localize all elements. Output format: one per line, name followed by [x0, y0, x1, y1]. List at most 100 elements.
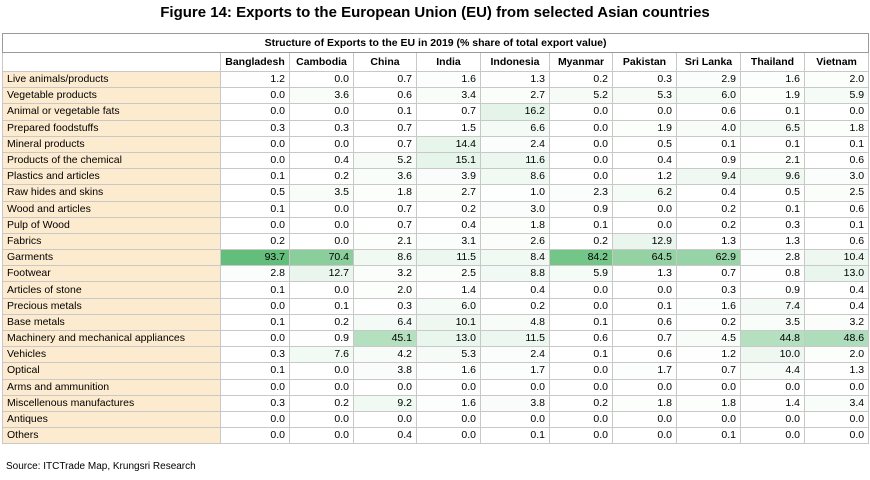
value-cell: 0.3	[612, 70, 677, 89]
value-cell: 0.9	[676, 151, 741, 170]
value-cell: 6.0	[416, 297, 481, 315]
table-row: Articles of stone 0.1 0.0 2.0 1.4 0.4 0.0 0.0 0.…	[2, 281, 870, 299]
value-cell: 0.1	[676, 135, 741, 153]
value-cell: 0.0	[549, 168, 613, 186]
value-cell: 5.3	[416, 346, 481, 364]
value-cell: 0.0	[549, 135, 613, 153]
value-cell: 1.9	[740, 87, 805, 105]
value-cell: 2.7	[480, 87, 550, 105]
exports-table: Structure of Exports to the EU in 2019 (…	[1, 33, 870, 445]
value-cell: 0.9	[289, 329, 354, 348]
value-cell: 0.0	[353, 378, 417, 396]
row-label: Pulp of Wood	[2, 216, 221, 234]
value-cell: 6.6	[480, 119, 550, 137]
value-cell: 0.3	[220, 119, 290, 137]
value-cell: 0.0	[740, 378, 805, 396]
value-cell: 1.8	[676, 394, 741, 412]
value-cell: 44.8	[740, 329, 805, 348]
table-row: Others 0.0 0.0 0.4 0.0 0.1 0.0 0.0 0.1 0.0 0.0	[2, 427, 870, 445]
value-cell: 0.1	[480, 427, 550, 445]
value-cell: 0.5	[220, 184, 290, 202]
table-row: Fabrics 0.2 0.0 2.1 3.1 2.6 0.2 12.9 1.3 1.3 0.6	[2, 232, 870, 251]
table-row: Mineral products 0.0 0.0 0.7 14.4 2.4 0.0 0.5 0.…	[2, 135, 870, 153]
value-cell: 0.0	[220, 329, 290, 348]
row-label: Raw hides and skins	[2, 184, 221, 202]
value-cell: 0.5	[740, 184, 805, 202]
value-cell: 1.4	[416, 281, 481, 299]
value-cell: 0.0	[220, 135, 290, 153]
value-cell: 0.6	[803, 200, 870, 218]
row-label: Fabrics	[2, 232, 221, 251]
value-cell: 1.3	[676, 232, 741, 251]
value-cell: 0.0	[220, 216, 290, 234]
value-cell: 0.0	[289, 70, 354, 89]
value-cell: 0.7	[676, 362, 741, 380]
value-cell: 8.6	[480, 168, 550, 186]
row-label: Articles of stone	[2, 281, 221, 299]
source-note: Source: ITCTrade Map, Krungsri Research	[6, 461, 196, 472]
value-cell: 2.9	[676, 70, 741, 89]
value-cell: 11.5	[416, 249, 481, 267]
row-label: Plastics and articles	[2, 168, 221, 186]
value-cell: 1.6	[416, 394, 481, 412]
value-cell: 0.0	[612, 281, 677, 299]
value-cell: 7.4	[740, 297, 805, 315]
value-cell: 0.4	[480, 281, 550, 299]
value-cell: 0.0	[353, 410, 417, 429]
value-cell: 0.2	[289, 168, 354, 186]
value-cell: 2.4	[480, 346, 550, 364]
value-cell: 4.8	[480, 313, 550, 332]
value-cell: 0.6	[803, 151, 870, 170]
row-label: Machinery and mechanical appliances	[2, 329, 221, 348]
value-cell: 9.6	[740, 168, 805, 186]
value-cell: 5.9	[803, 87, 870, 105]
value-cell: 0.2	[289, 394, 354, 412]
value-cell: 3.2	[353, 265, 417, 283]
value-cell: 0.7	[612, 329, 677, 348]
value-cell: 0.9	[549, 200, 613, 218]
value-cell: 45.1	[353, 329, 417, 348]
value-cell: 0.3	[353, 297, 417, 315]
value-cell: 0.1	[353, 103, 417, 121]
value-cell: 0.3	[676, 281, 741, 299]
value-cell: 5.3	[612, 87, 677, 105]
value-cell: 1.8	[480, 216, 550, 234]
value-cell: 1.6	[416, 70, 481, 89]
value-cell: 0.8	[740, 265, 805, 283]
value-cell: 0.0	[220, 151, 290, 170]
value-cell: 0.4	[676, 184, 741, 202]
value-cell: 0.1	[803, 135, 870, 153]
value-cell: 1.5	[416, 119, 481, 137]
value-cell: 1.3	[480, 70, 550, 89]
row-label: Antiques	[2, 410, 221, 429]
value-cell: 2.0	[803, 346, 870, 364]
value-cell: 0.0	[289, 427, 354, 445]
table-row: Vehicles 0.3 7.6 4.2 5.3 2.4 0.1 0.6 1.2 10.0 2.0	[2, 346, 870, 364]
value-cell: 0.2	[289, 313, 354, 332]
value-cell: 0.0	[612, 103, 677, 121]
value-cell: 1.0	[480, 184, 550, 202]
value-cell: 0.0	[289, 216, 354, 234]
value-cell: 0.0	[549, 378, 613, 396]
table-row: Precious metals 0.0 0.1 0.3 6.0 0.2 0.0 0.1 1.6 7…	[2, 297, 870, 315]
value-cell: 1.8	[612, 394, 677, 412]
value-cell: 0.1	[220, 281, 290, 299]
value-cell: 0.6	[549, 329, 613, 348]
row-label: Optical	[2, 362, 221, 380]
value-cell: 6.5	[740, 119, 805, 137]
table-row: Animal or vegetable fats 0.0 0.0 0.1 0.7 16.2…	[2, 103, 870, 121]
value-cell: 0.1	[803, 216, 870, 234]
value-cell: 0.0	[549, 151, 613, 170]
value-cell: 1.3	[803, 362, 870, 380]
row-label: Arms and ammunition	[2, 378, 221, 396]
value-cell: 0.0	[289, 232, 354, 251]
value-cell: 0.4	[612, 151, 677, 170]
value-cell: 0.0	[480, 410, 550, 429]
value-cell: 0.0	[803, 378, 870, 396]
value-cell: 3.2	[803, 313, 870, 332]
value-cell: 0.2	[676, 200, 741, 218]
value-cell: 1.4	[740, 394, 805, 412]
row-label: Precious metals	[2, 297, 221, 315]
value-cell: 0.0	[803, 410, 870, 429]
value-cell: 0.1	[740, 103, 805, 121]
